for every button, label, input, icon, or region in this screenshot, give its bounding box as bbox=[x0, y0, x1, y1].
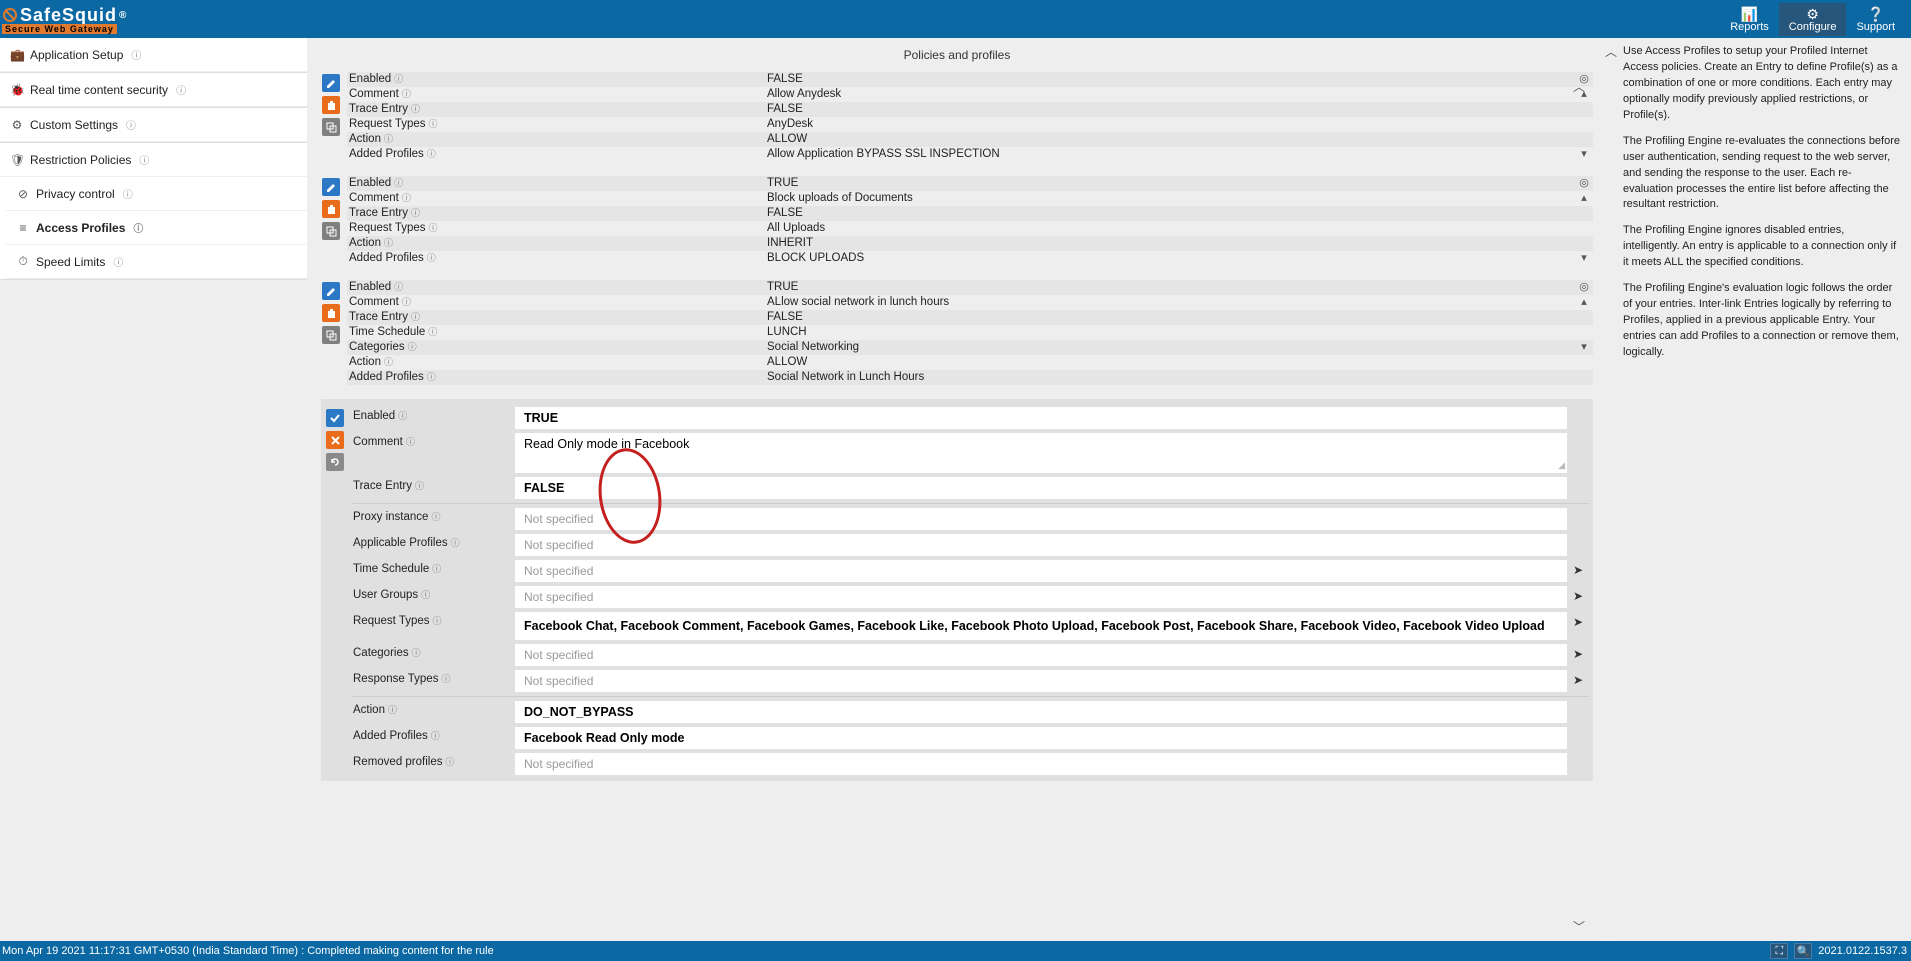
configure-button[interactable]: ⚙ Configure bbox=[1779, 3, 1847, 36]
trace-select[interactable]: FALSE bbox=[515, 477, 1567, 499]
version-text: 2021.0122.1537.3 bbox=[1818, 945, 1907, 957]
sidebar-item-rtcs[interactable]: 🐞Real time content securityⓘ bbox=[0, 73, 307, 107]
bug-icon: 🐞 bbox=[10, 83, 24, 97]
help-text: The Profiling Engine re-evaluates the co… bbox=[1623, 134, 1901, 214]
save-button[interactable] bbox=[326, 409, 344, 427]
move-down-button[interactable]: ▾ bbox=[1575, 340, 1593, 355]
sliders-icon: ⚙ bbox=[10, 118, 24, 132]
delete-button[interactable] bbox=[322, 304, 340, 322]
help-icon: ⓘ bbox=[123, 186, 133, 201]
move-down-button[interactable]: ▾ bbox=[1575, 251, 1593, 266]
applicable-input[interactable]: Not specified bbox=[515, 534, 1567, 556]
sidebar: 💼Application Setupⓘ 🐞Real time content s… bbox=[0, 38, 307, 941]
ban-icon: ⊘ bbox=[16, 187, 30, 201]
logo-text: SafeSquid bbox=[20, 5, 117, 26]
rule-card: EnabledⓘTRUE◎ CommentⓘBlock uploads of D… bbox=[321, 176, 1593, 266]
logo: SafeSquid® Secure Web Gateway bbox=[0, 0, 127, 38]
help-text: Use Access Profiles to setup your Profil… bbox=[1623, 44, 1901, 124]
help-icon: ⓘ bbox=[126, 117, 136, 132]
send-icon[interactable]: ➤ bbox=[1567, 670, 1589, 687]
scrollbar[interactable] bbox=[1601, 38, 1615, 941]
list-icon: ≡ bbox=[16, 221, 30, 235]
gauge-icon: ⏱ bbox=[16, 254, 30, 269]
send-icon[interactable]: ➤ bbox=[1567, 586, 1589, 603]
support-icon: ❔ bbox=[1856, 7, 1895, 21]
send-icon[interactable]: ➤ bbox=[1567, 612, 1589, 629]
move-up-button[interactable]: ▴ bbox=[1575, 295, 1593, 310]
reports-button[interactable]: 📊 Reports bbox=[1720, 3, 1779, 36]
target-icon[interactable]: ◎ bbox=[1575, 280, 1593, 295]
delete-button[interactable] bbox=[322, 200, 340, 218]
shield-icon: 🛡 bbox=[10, 153, 24, 167]
revert-button[interactable] bbox=[326, 453, 344, 471]
help-icon: ⓘ bbox=[139, 152, 149, 167]
resptypes-input[interactable]: Not specified bbox=[515, 670, 1567, 692]
logo-reg: ® bbox=[119, 10, 127, 21]
help-panel: ︿ Use Access Profiles to setup your Prof… bbox=[1615, 38, 1911, 941]
logo-icon bbox=[2, 7, 18, 23]
rule-card: EnabledⓘFALSE◎ CommentⓘAllow Anydesk▴ Tr… bbox=[321, 72, 1593, 162]
edit-button[interactable] bbox=[322, 282, 340, 300]
status-bar: Mon Apr 19 2021 11:17:31 GMT+0530 (India… bbox=[0, 941, 1911, 961]
sidebar-item-app-setup[interactable]: 💼Application Setupⓘ bbox=[0, 38, 307, 72]
top-bar: SafeSquid® Secure Web Gateway 📊 Reports … bbox=[0, 0, 1911, 38]
help-text: The Profiling Engine ignores disabled en… bbox=[1623, 223, 1901, 271]
comment-input[interactable]: Read Only mode in Facebook◢ bbox=[515, 433, 1567, 473]
proxy-input[interactable]: Not specified bbox=[515, 508, 1567, 530]
send-icon[interactable]: ➤ bbox=[1567, 644, 1589, 661]
clone-button[interactable] bbox=[322, 118, 340, 136]
clone-button[interactable] bbox=[322, 326, 340, 344]
sidebar-item-custom[interactable]: ⚙Custom Settingsⓘ bbox=[0, 108, 307, 142]
clone-button[interactable] bbox=[322, 222, 340, 240]
main-content: Policies and profiles ︿ EnabledⓘFALSE◎ C… bbox=[307, 38, 1601, 941]
resize-icon: ◢ bbox=[1558, 460, 1565, 471]
sidebar-item-access[interactable]: ≡Access Profilesⓘ bbox=[6, 211, 307, 245]
cancel-button[interactable] bbox=[326, 431, 344, 449]
collapse-help-icon[interactable]: ︿ bbox=[1605, 44, 1617, 61]
status-text: Mon Apr 19 2021 11:17:31 GMT+0530 (India… bbox=[0, 945, 494, 957]
removed-input[interactable]: Not specified bbox=[515, 753, 1567, 775]
chevron-up-icon[interactable]: ︿ bbox=[1573, 78, 1585, 95]
search-icon[interactable]: 🔍 bbox=[1794, 943, 1812, 959]
help-text: The Profiling Engine's evaluation logic … bbox=[1623, 281, 1901, 361]
support-button[interactable]: ❔ Support bbox=[1846, 3, 1905, 36]
rule-card: EnabledⓘTRUE◎ CommentⓘALlow social netwo… bbox=[321, 280, 1593, 385]
action-select[interactable]: DO_NOT_BYPASS bbox=[515, 701, 1567, 723]
move-down-button[interactable]: ▾ bbox=[1575, 147, 1593, 162]
reqtypes-input[interactable]: Facebook Chat, Facebook Comment, Faceboo… bbox=[515, 612, 1567, 640]
chevron-down-icon[interactable]: ﹀ bbox=[1573, 918, 1585, 935]
reports-icon: 📊 bbox=[1730, 7, 1769, 21]
move-up-button[interactable]: ▴ bbox=[1575, 191, 1593, 206]
page-title: Policies and profiles bbox=[321, 44, 1593, 72]
top-buttons: 📊 Reports ⚙ Configure ❔ Support bbox=[1720, 3, 1905, 36]
help-icon: ⓘ bbox=[133, 220, 143, 235]
usergrp-input[interactable]: Not specified bbox=[515, 586, 1567, 608]
sidebar-item-speed[interactable]: ⏱Speed Limitsⓘ bbox=[6, 245, 307, 279]
added-input[interactable]: Facebook Read Only mode bbox=[515, 727, 1567, 749]
logo-tagline: Secure Web Gateway bbox=[2, 24, 117, 34]
target-icon[interactable]: ◎ bbox=[1575, 176, 1593, 191]
help-icon: ⓘ bbox=[131, 47, 141, 62]
help-icon: ⓘ bbox=[176, 82, 186, 97]
timesched-input[interactable]: Not specified bbox=[515, 560, 1567, 582]
edit-button[interactable] bbox=[322, 74, 340, 92]
expand-icon[interactable]: ⛶ bbox=[1770, 943, 1788, 959]
sidebar-item-restrict[interactable]: 🛡Restriction Policiesⓘ bbox=[0, 143, 307, 177]
sidebar-item-privacy[interactable]: ⊘Privacy controlⓘ bbox=[6, 177, 307, 211]
rule-edit-card: EnabledⓘTRUE CommentⓘRead Only mode in F… bbox=[321, 399, 1593, 781]
help-icon: ⓘ bbox=[113, 254, 123, 269]
delete-button[interactable] bbox=[322, 96, 340, 114]
edit-button[interactable] bbox=[322, 178, 340, 196]
briefcase-icon: 💼 bbox=[10, 48, 24, 62]
send-icon[interactable]: ➤ bbox=[1567, 560, 1589, 577]
categories-input[interactable]: Not specified bbox=[515, 644, 1567, 666]
configure-icon: ⚙ bbox=[1789, 7, 1837, 21]
enabled-select[interactable]: TRUE bbox=[515, 407, 1567, 429]
